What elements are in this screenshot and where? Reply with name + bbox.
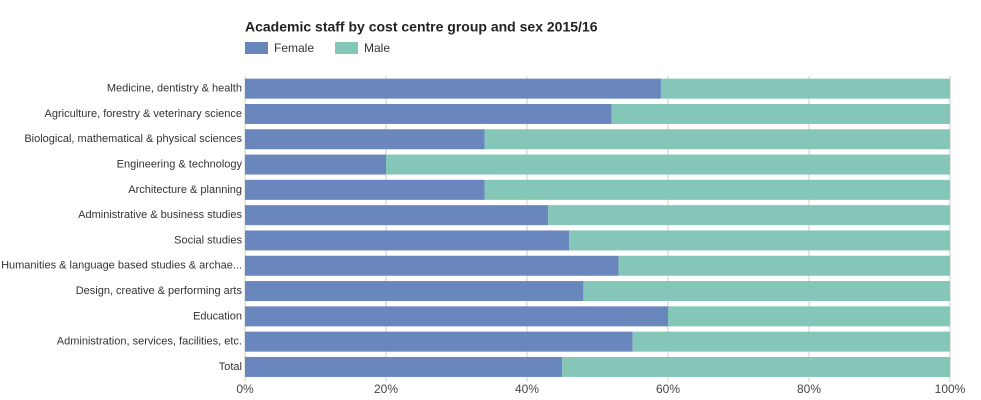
bar-segment [245, 331, 633, 352]
bar-segment [245, 205, 549, 226]
bar-segment [618, 255, 950, 276]
bar-segment [245, 154, 386, 175]
x-tick-label: 0% [236, 382, 254, 396]
bar-segment [668, 306, 950, 327]
bar-segment [660, 78, 950, 99]
bar-segment [245, 103, 612, 124]
y-tick-label: Engineering & technology [117, 158, 243, 170]
bar-segment [569, 230, 950, 251]
y-tick-label: Design, creative & performing arts [76, 285, 243, 297]
y-tick-label: Total [219, 361, 242, 373]
bar-segment [245, 129, 485, 150]
x-tick-label: 100% [935, 382, 966, 396]
y-tick-label: Social studies [174, 234, 242, 246]
y-tick-label: Architecture & planning [128, 184, 242, 196]
bar-segment [632, 331, 950, 352]
legend-label: Male [364, 41, 390, 55]
x-tick-label: 60% [656, 382, 680, 396]
x-tick-label: 20% [374, 382, 398, 396]
bar-segment [583, 281, 950, 302]
bar-segment [245, 281, 584, 302]
y-tick-label: Agriculture, forestry & veterinary scien… [45, 108, 242, 120]
y-tick-label: Biological, mathematical & physical scie… [24, 133, 242, 145]
bar-segment [245, 230, 570, 251]
bar-segment [245, 179, 485, 200]
x-tick-label: 80% [797, 382, 821, 396]
y-tick-label: Administrative & business studies [78, 209, 242, 221]
bar-segment [484, 129, 950, 150]
bar-segment [484, 179, 950, 200]
bar-segment [562, 356, 950, 377]
legend-swatch [335, 42, 358, 54]
chart-title: Academic staff by cost centre group and … [245, 19, 598, 35]
y-tick-label: Education [193, 310, 242, 322]
x-tick-label: 40% [515, 382, 539, 396]
y-tick-label: Administration, services, facilities, et… [57, 336, 242, 348]
bar-segment [611, 103, 950, 124]
legend-swatch [245, 42, 268, 54]
bar-segment [245, 255, 619, 276]
bar-segment [548, 205, 950, 226]
bar-segment [386, 154, 950, 175]
y-tick-label: Medicine, dentistry & health [107, 83, 242, 95]
y-tick-label: Humanities & language based studies & ar… [1, 260, 242, 272]
bar-segment [245, 306, 668, 327]
bar-segment [245, 356, 563, 377]
bar-segment [245, 78, 661, 99]
legend-label: Female [274, 41, 314, 55]
